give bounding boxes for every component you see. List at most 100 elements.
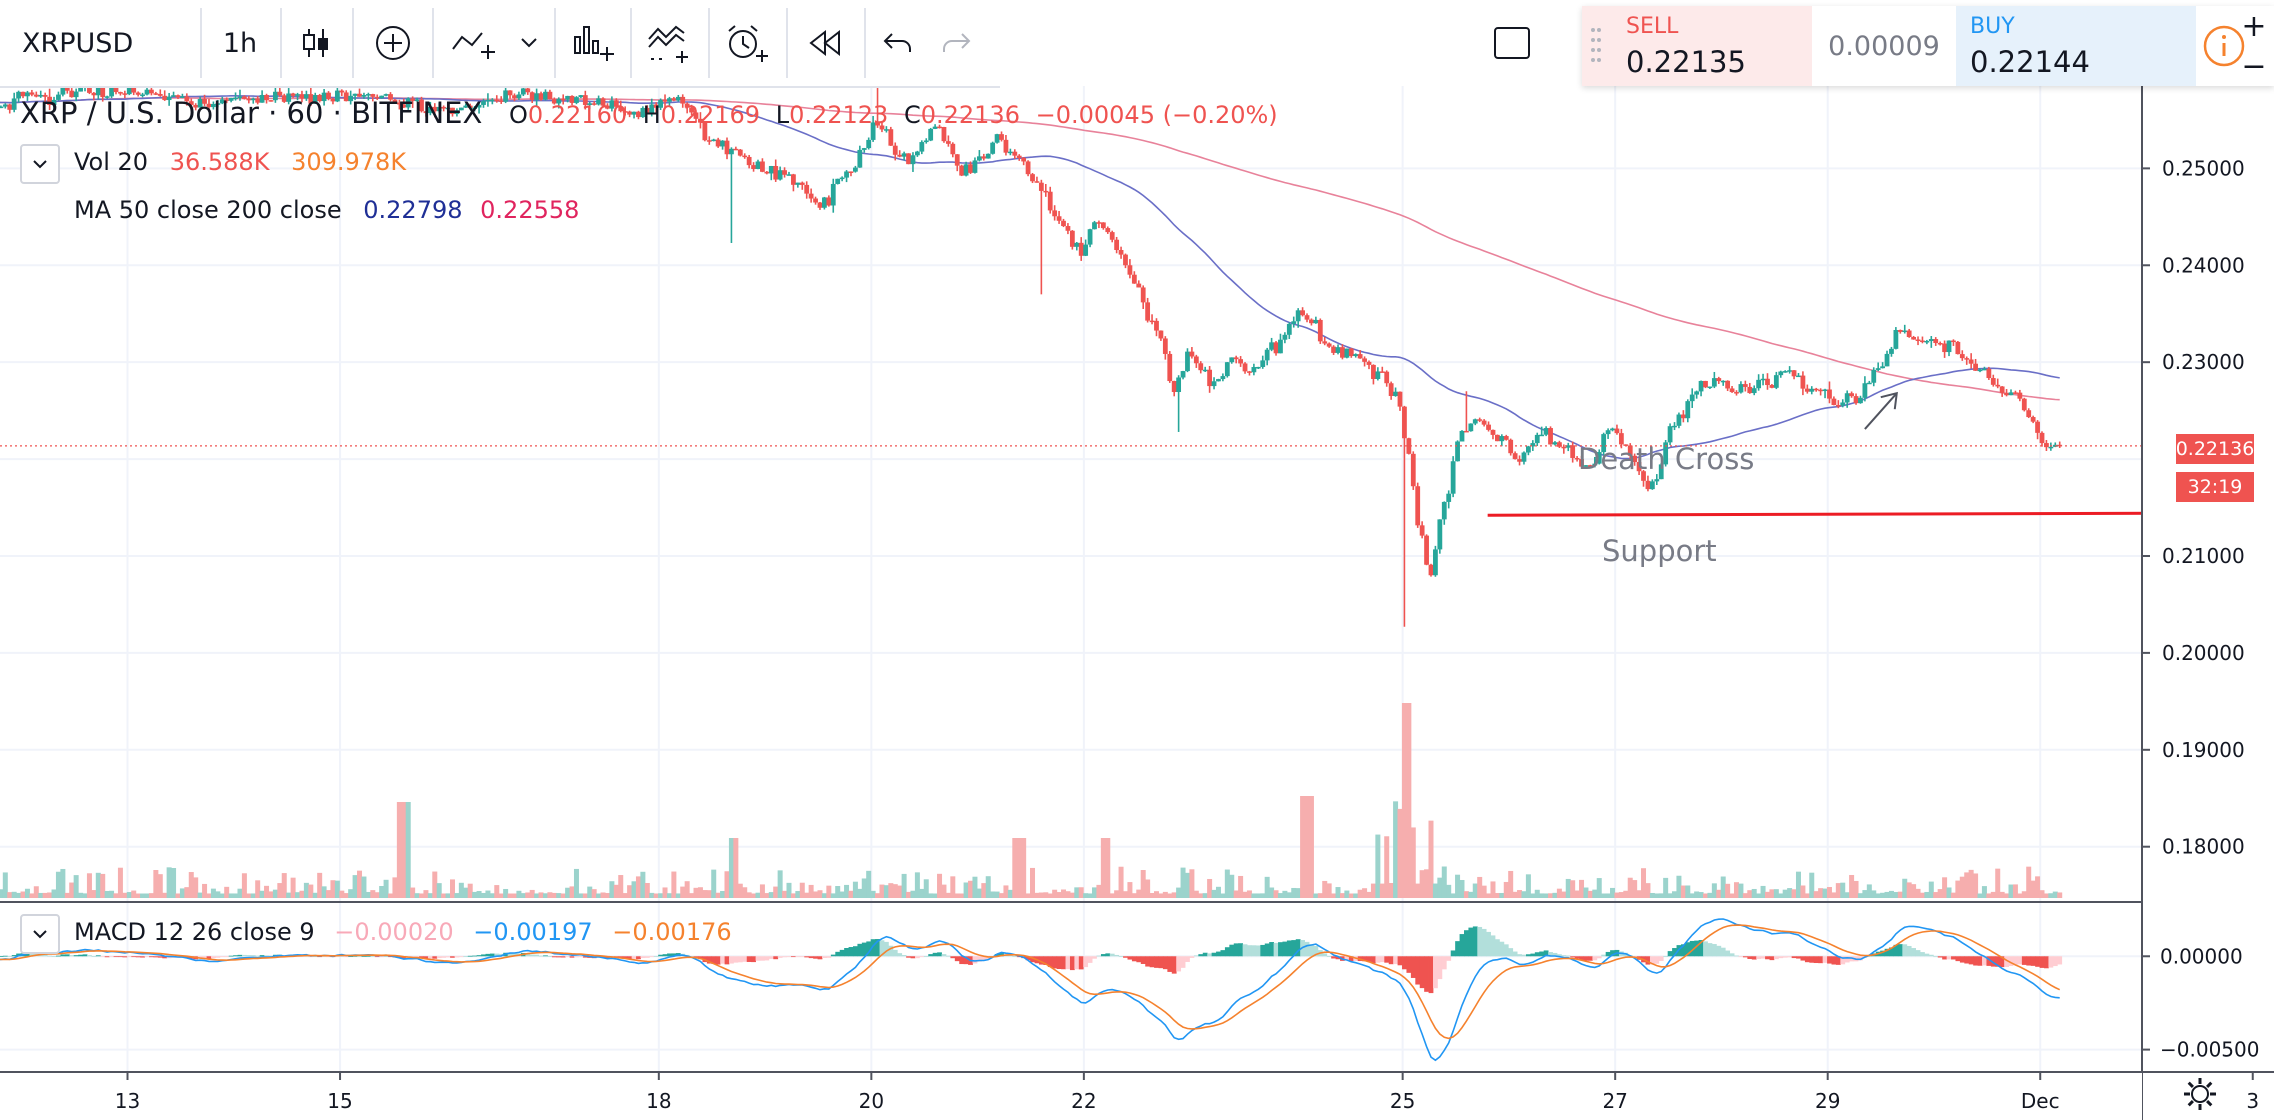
volume-bar: [790, 893, 796, 898]
macd-histogram-bar: [848, 947, 854, 957]
symbol-search-button[interactable]: XRPUSD: [0, 0, 200, 86]
candle: [1331, 345, 1336, 355]
macd-histogram-bar: [1698, 940, 1704, 957]
sell-button[interactable]: SELL 0.22135: [1582, 6, 1812, 86]
buy-button[interactable]: BUY 0.22144: [1956, 6, 2196, 86]
macd-histogram-bar: [773, 956, 779, 960]
macd-histogram-bar: [1207, 953, 1213, 957]
death-cross-annotation[interactable]: Death Cross: [1578, 442, 1755, 476]
financials-button[interactable]: [560, 0, 626, 86]
candle: [764, 171, 770, 175]
candle: [636, 110, 641, 120]
macd-histogram-bar: [1680, 944, 1686, 957]
legend-collapse-button[interactable]: [20, 144, 60, 184]
fullscreen-button[interactable]: [1488, 0, 1536, 86]
candle-body: [1419, 525, 1425, 536]
candle-body: [1114, 239, 1120, 250]
candle: [1902, 324, 1908, 334]
candle: [20, 91, 26, 99]
volume-bar: [1893, 892, 1899, 898]
candle: [410, 96, 416, 108]
volume-bar: [445, 893, 451, 898]
compare-button[interactable]: [360, 0, 426, 86]
candle: [1915, 336, 1921, 346]
candle-body: [1499, 436, 1505, 442]
redo-button[interactable]: [928, 0, 984, 86]
candle-body: [879, 125, 885, 130]
support-annotation[interactable]: Support: [1602, 534, 1717, 568]
indicators-dropdown[interactable]: [508, 0, 550, 86]
candle: [950, 142, 956, 158]
volume-bar: [1220, 893, 1226, 898]
trade-info-button[interactable]: [2196, 6, 2252, 86]
macd-histogram-bar: [1552, 952, 1558, 957]
macd-histogram-bar: [383, 956, 389, 958]
undo-button[interactable]: [870, 0, 926, 86]
volume-bar: [1871, 890, 1877, 898]
candle-body: [1813, 388, 1819, 391]
replay-button[interactable]: [792, 0, 858, 86]
candle: [339, 89, 345, 97]
candle-body: [1990, 378, 1996, 385]
macd-histogram-bar: [636, 956, 641, 960]
candle: [1282, 332, 1288, 344]
volume-bar: [1703, 893, 1708, 898]
ma-legend[interactable]: MA 50 close 200 close 0.22798 0.22558: [74, 196, 579, 224]
candle: [334, 86, 340, 103]
candle-body: [954, 154, 960, 166]
volume-bar: [817, 890, 823, 898]
volume-bar: [383, 879, 389, 898]
candle-body: [569, 95, 575, 103]
candle: [525, 87, 531, 95]
candle-body: [1866, 382, 1872, 385]
candle: [1725, 380, 1731, 392]
candle: [724, 137, 730, 160]
volume-legend[interactable]: Vol 20 36.588K 309.978K: [74, 148, 406, 176]
interval-button[interactable]: 1h: [200, 0, 280, 86]
macd-histogram-bar: [538, 955, 544, 957]
candle: [1977, 368, 1983, 373]
candle: [972, 157, 978, 174]
macd-histogram-bar: [1999, 956, 2005, 968]
volume-bar: [901, 873, 907, 898]
candle-body: [1831, 398, 1837, 406]
low-value: 0.22123: [789, 101, 889, 129]
volume-bar: [1122, 891, 1128, 898]
candle-body: [149, 89, 154, 94]
volume-bar: [1313, 893, 1319, 898]
volume-bar: [1215, 886, 1221, 898]
volume-bar: [1251, 893, 1257, 898]
templates-button[interactable]: [636, 0, 702, 86]
candle: [693, 110, 699, 123]
volume-bar: [357, 870, 363, 898]
volume-bar: [286, 892, 292, 898]
macd-legend[interactable]: MACD 12 26 close 9 −0.00020 −0.00197 −0.…: [74, 918, 732, 946]
candle-body: [1331, 346, 1336, 353]
candle-body: [175, 95, 181, 98]
drag-handle-icon[interactable]: [1590, 24, 1602, 68]
zoom-out-button[interactable]: −: [2241, 48, 2267, 84]
candle-body: [618, 106, 624, 112]
candle: [118, 91, 123, 96]
candle: [1517, 455, 1522, 466]
candle: [578, 94, 584, 99]
macd-histogram-bar: [565, 956, 571, 958]
settings-button[interactable]: [2180, 1074, 2226, 1120]
macd-histogram-bar: [436, 956, 442, 959]
candle: [888, 126, 894, 146]
candle-style-button[interactable]: [286, 0, 346, 86]
macd-histogram-bar: [1990, 956, 1996, 967]
candle: [1348, 347, 1354, 358]
candle-body: [1158, 330, 1164, 339]
indicators-button[interactable]: [440, 0, 506, 86]
candle-body: [985, 153, 991, 159]
alert-button[interactable]: [714, 0, 780, 86]
candle: [1530, 440, 1536, 451]
zoom-in-button[interactable]: +: [2241, 8, 2267, 44]
candle: [1264, 347, 1270, 366]
volume-bar: [401, 802, 407, 898]
volume-bar: [1782, 889, 1788, 898]
volume-bar: [1596, 878, 1602, 898]
macd-collapse-button[interactable]: [20, 914, 60, 954]
